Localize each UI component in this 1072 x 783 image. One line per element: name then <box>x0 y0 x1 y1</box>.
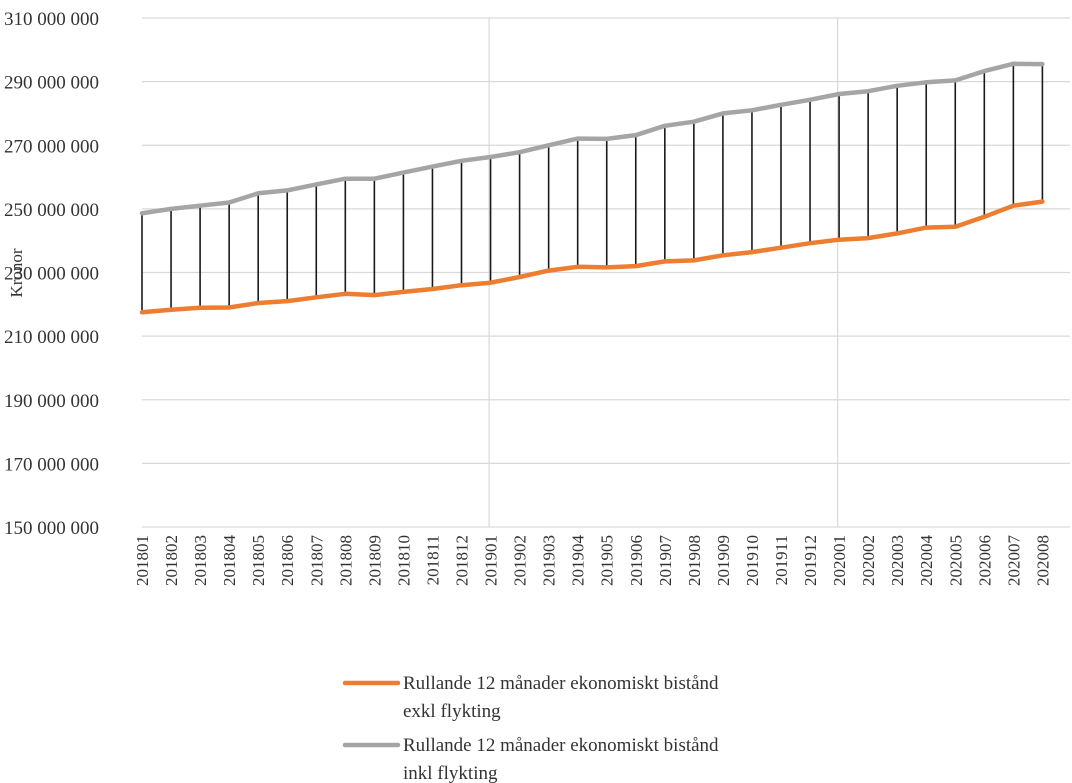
x-tick-label: 201904 <box>569 535 588 587</box>
x-tick-label: 201906 <box>627 535 646 586</box>
y-tick-label: 270 000 000 <box>4 136 99 157</box>
x-tick-label: 201807 <box>307 535 326 587</box>
x-tick-label: 202003 <box>888 535 907 586</box>
x-tick-label: 201808 <box>336 535 355 586</box>
legend-label: Rullande 12 månader ekonomiskt bistånd <box>403 735 719 756</box>
x-tick-label: 202005 <box>946 535 965 586</box>
y-tick-label: 190 000 000 <box>4 391 99 412</box>
series-lines <box>139 61 1045 315</box>
y-tick-label: 150 000 000 <box>4 518 99 539</box>
x-tick-label: 201806 <box>278 535 297 586</box>
x-tick-label: 201907 <box>656 535 675 587</box>
y-tick-label: 250 000 000 <box>4 200 99 221</box>
x-tick-label: 201903 <box>540 535 559 586</box>
x-tick-label: 201909 <box>714 535 733 586</box>
x-tick-label: 201908 <box>685 535 704 586</box>
series-line <box>139 61 1045 216</box>
x-tick-label: 201905 <box>598 535 617 586</box>
y-axis-tick-labels: 150 000 000 170 000 000 190 000 000 210 000… <box>4 9 99 539</box>
x-tick-label: 201804 <box>220 535 239 587</box>
y-axis-title: Kronor <box>7 248 26 297</box>
x-tick-label: 201912 <box>801 535 820 586</box>
x-axis-tick-labels: 201801 201802 201803 201804 201805 201806 2018… <box>133 535 1052 587</box>
x-tick-label: 201810 <box>394 535 413 586</box>
x-tick-label: 201801 <box>133 535 152 586</box>
x-tick-label: 201812 <box>452 535 471 586</box>
x-tick-label: 202001 <box>830 535 849 586</box>
x-tick-label: 201811 <box>423 535 442 585</box>
x-tick-label: 202002 <box>859 535 878 586</box>
high-low-lines <box>141 63 1044 313</box>
legend-label: exkl flykting <box>403 701 501 722</box>
y-tick-label: 210 000 000 <box>4 327 99 348</box>
x-tick-label: 202004 <box>917 535 936 587</box>
legend-label: Rullande 12 månader ekonomiskt bistånd <box>403 673 719 694</box>
vertical-gridlines <box>488 18 839 527</box>
horizontal-gridlines <box>142 17 1070 528</box>
x-tick-label: 201902 <box>511 535 530 586</box>
x-tick-label: 201910 <box>743 535 762 586</box>
legend: Rullande 12 månader ekonomiskt bistånd ex… <box>342 673 719 783</box>
x-tick-label: 201809 <box>365 535 384 586</box>
x-tick-label: 202007 <box>1004 535 1023 587</box>
x-tick-label: 201802 <box>162 535 181 586</box>
y-tick-label: 290 000 000 <box>4 73 99 94</box>
x-tick-label: 201911 <box>772 535 791 585</box>
x-tick-label: 201805 <box>249 535 268 586</box>
series-line <box>139 199 1045 315</box>
legend-label: inkl flykting <box>403 763 498 783</box>
x-tick-label: 202006 <box>975 535 994 586</box>
y-tick-label: 170 000 000 <box>4 454 99 475</box>
y-tick-label: 230 000 000 <box>4 264 99 285</box>
y-tick-label: 310 000 000 <box>4 9 99 30</box>
x-tick-label: 201901 <box>482 535 501 586</box>
x-tick-label: 202008 <box>1033 535 1052 586</box>
x-tick-label: 201803 <box>191 535 210 586</box>
